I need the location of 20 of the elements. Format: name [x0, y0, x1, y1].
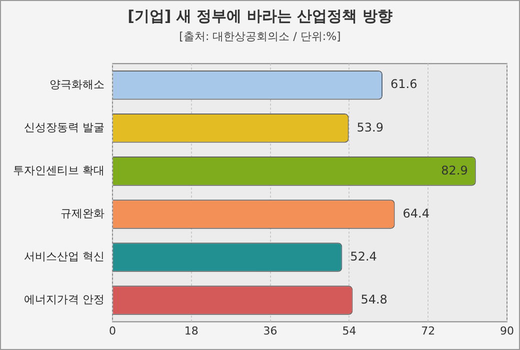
data-label: 53.9: [356, 120, 384, 134]
x-tick-label: 0: [108, 324, 116, 338]
data-label: 54.8: [360, 292, 388, 306]
x-tick-label: 18: [184, 324, 198, 338]
data-label: 82.9: [441, 163, 468, 178]
x-tick-label: 90: [500, 324, 514, 338]
y-tick-label: 신성장동력 발굴: [24, 121, 104, 134]
data-label: 64.4: [402, 206, 430, 220]
y-tick-label: 투자인센티브 확대: [12, 164, 104, 178]
y-tick-label: 에너지가격 안정: [24, 293, 104, 306]
data-label: 61.6: [390, 77, 418, 92]
y-tick-label: 규제완화: [60, 207, 104, 220]
y-tick-label: 서비스산업 혁신: [24, 250, 104, 264]
y-tick-label: 양극화해소: [49, 78, 104, 91]
x-tick-label: 54: [342, 324, 356, 338]
x-tick-label: 72: [421, 324, 436, 338]
x-tick-label: 36: [263, 324, 278, 338]
chart-subtitle: [출처: 대한상공회의소 / 단위:%]: [178, 29, 342, 44]
data-label: 52.4: [350, 249, 377, 264]
chart-title: [기업] 새 정부에 바라는 산업정책 방향: [126, 7, 394, 26]
